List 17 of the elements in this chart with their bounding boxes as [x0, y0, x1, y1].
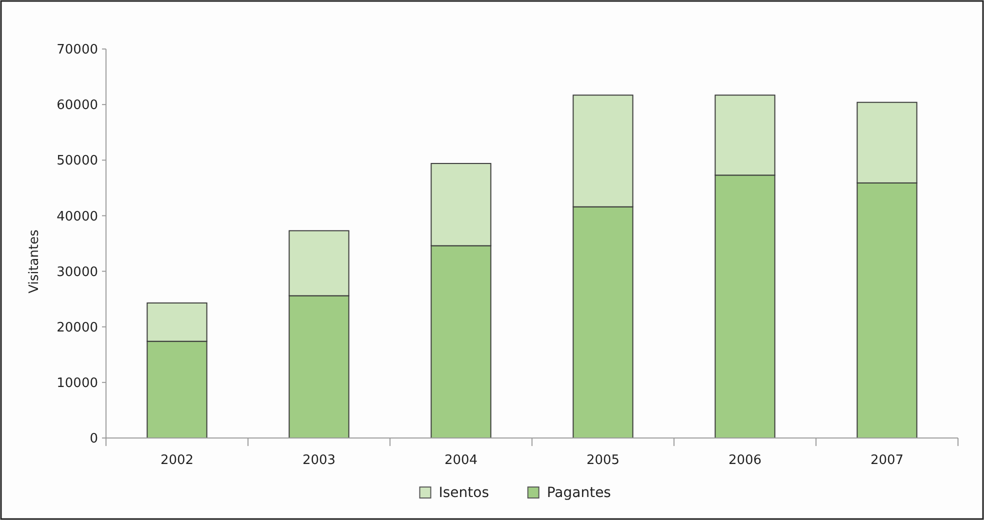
x-tick-label: 2007	[870, 453, 904, 468]
y-tick-label: 0	[90, 432, 98, 447]
y-tick-label: 10000	[56, 376, 98, 391]
y-tick-label: 40000	[56, 209, 98, 224]
legend-label: Pagantes	[546, 485, 611, 501]
legend-label: Isentos	[438, 485, 490, 501]
x-tick-label: 2004	[444, 453, 478, 468]
y-tick-label: 20000	[56, 320, 98, 336]
y-tick-label: 30000	[56, 264, 98, 280]
y-tick-label: 50000	[56, 154, 98, 169]
x-tick-label: 2003	[302, 453, 336, 468]
y-tick-label: 70000	[56, 42, 98, 58]
x-tick-label: 2006	[728, 453, 762, 468]
x-tick-label: 2002	[160, 453, 194, 468]
y-axis-title: Visitantes	[27, 229, 42, 294]
y-tick-label: 60000	[56, 98, 98, 114]
x-tick-label: 2005	[586, 453, 620, 468]
